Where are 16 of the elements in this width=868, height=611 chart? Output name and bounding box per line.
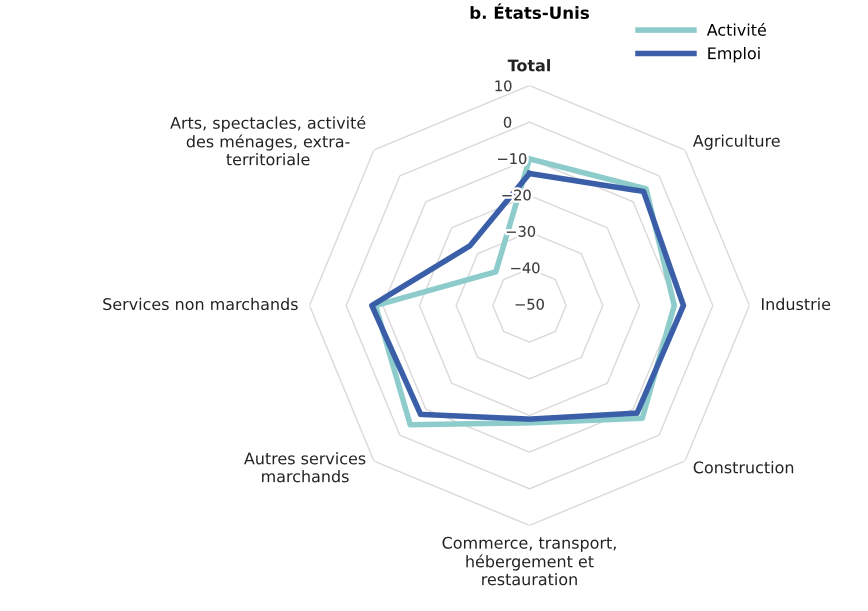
y-tick-label: −50 (516, 298, 544, 310)
spoke-label: Agriculture (692, 134, 780, 150)
legend-label: Activité (706, 22, 766, 36)
chart-title: b. États-Unis (470, 3, 589, 20)
y-tick-label: −40 (511, 262, 540, 274)
spoke-label: Autres services marchands (244, 452, 366, 482)
spoke-label: Total (508, 59, 550, 72)
spoke-label: Industrie (762, 298, 830, 310)
spoke-label: Arts, spectacles, activité des ménages, extra- territoriale (170, 116, 366, 166)
spoke-label: Construction (694, 461, 794, 474)
spoke-label: Services non marchands (103, 298, 298, 310)
y-tick-label: 10 (495, 80, 512, 92)
legend-label: Emploi (708, 46, 760, 62)
spoke-label: Commerce, transport, hébergement et restauration (442, 536, 616, 586)
y-tick-label: −10 (498, 153, 526, 164)
y-tick-label: 0 (504, 116, 512, 128)
